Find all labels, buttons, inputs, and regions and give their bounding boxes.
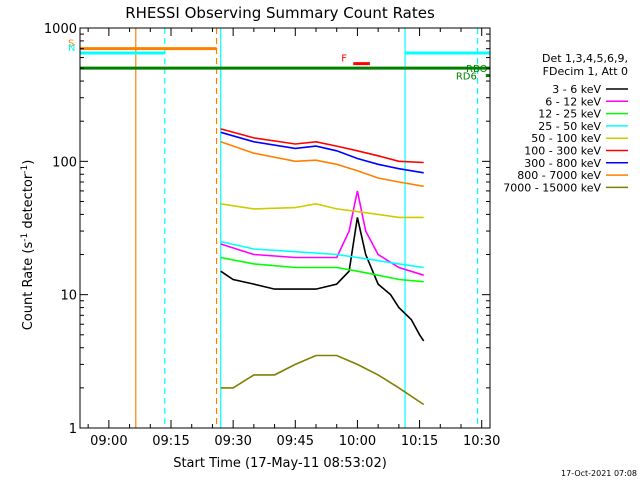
series-line-2: [220, 256, 424, 283]
y-tick-label-0: 1: [69, 422, 77, 437]
y-tick-label-2: 100: [52, 155, 77, 170]
x-tick-label-0: 09:00: [90, 434, 127, 449]
chart-title: RHESSI Observing Summary Count Rates: [125, 4, 435, 22]
y-tick-label-3: 1000: [44, 22, 77, 37]
series-line-6: [220, 131, 424, 174]
legend-label-2: 12 - 25 keV: [538, 108, 601, 121]
y-axis-label-sup2: -1: [20, 165, 30, 174]
x-tick-label-6: 10:30: [463, 434, 500, 449]
series-layer: [220, 128, 425, 406]
flag-label-4: RD6: [456, 72, 477, 83]
legend-label-8: 7000 - 15000 keV: [503, 181, 601, 194]
series-line-4: [220, 202, 424, 219]
series-line-3: [220, 240, 424, 269]
legend-label-0: 3 - 6 keV: [552, 83, 601, 96]
x-tick-label-4: 10:00: [339, 434, 376, 449]
x-axis-label: Start Time (17-May-11 08:53:02): [173, 456, 387, 471]
plot-area: [135, 28, 479, 428]
series-line-8: [220, 354, 425, 406]
legend: Det 1,3,4,5,6,9,FDecim 1, Att 0 3 - 6 keV…: [503, 52, 628, 194]
legend-label-4: 50 - 100 keV: [531, 132, 601, 145]
legend-label-3: 25 - 50 keV: [538, 120, 601, 133]
series-line-0: [220, 217, 425, 342]
series-line-7: [220, 141, 424, 188]
x-tick-label-5: 10:15: [401, 434, 438, 449]
legend-label-7: 800 - 7000 keV: [517, 169, 601, 182]
axes-layer: 09:00 09:15 09:30 09:45 10:00 10:15 10:30 1 10 10…: [44, 22, 501, 449]
legend-label-5: 100 - 300 keV: [524, 145, 601, 158]
timestamp: 17-Oct-2021 07:08: [561, 469, 637, 478]
x-tick-label-1: 09:15: [152, 434, 189, 449]
x-tick-label-3: 09:45: [277, 434, 314, 449]
legend-label-6: 300 - 800 keV: [524, 157, 601, 170]
flag-label-2: F: [341, 54, 347, 65]
y-axis-label-mid: detector: [21, 173, 36, 233]
y-axis-label-sup1: -1: [20, 233, 30, 242]
plot-frame: [79, 27, 491, 429]
y-axis-label: Count Rate (s-1 detector-1): [20, 160, 36, 331]
flag-label-0: S: [68, 39, 74, 50]
legend-header-0: Det 1,3,4,5,6,9,: [542, 52, 628, 65]
x-tick-label-2: 09:30: [214, 434, 251, 449]
y-tick-label-1: 10: [60, 289, 77, 304]
series-line-5: [220, 128, 424, 164]
legend-header-1: FDecim 1, Att 0: [543, 65, 628, 78]
legend-label-1: 6 - 12 keV: [545, 95, 601, 108]
y-axis-label-end: ): [21, 160, 36, 165]
flag-label-1: N: [68, 43, 75, 54]
y-axis-label-main: Count Rate (s: [21, 242, 36, 331]
flag-label-3: RBO: [466, 64, 488, 75]
